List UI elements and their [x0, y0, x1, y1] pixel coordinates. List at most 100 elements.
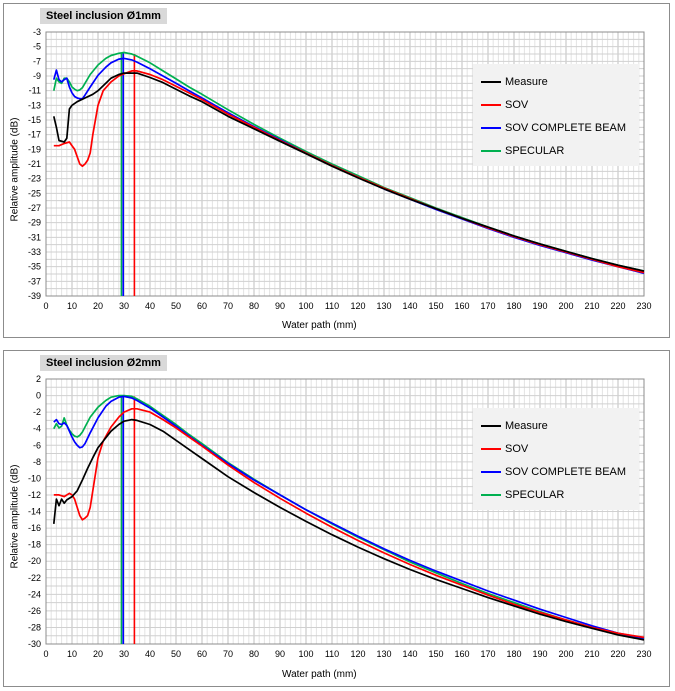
y-tick-label: 0 — [36, 391, 41, 401]
x-tick-label: 130 — [376, 649, 391, 659]
chart-2-legend: Measure SOV SOV COMPLETE BEAM SPECULAR — [473, 408, 639, 510]
y-tick-label: -30 — [28, 639, 41, 649]
chart-1-legend: Measure SOV SOV COMPLETE BEAM SPECULAR — [473, 64, 639, 166]
y-tick-label: -4 — [33, 424, 41, 434]
x-tick-label: 180 — [506, 301, 521, 311]
x-tick-label: 220 — [610, 301, 625, 311]
x-tick-label: 100 — [298, 301, 313, 311]
x-tick-label: 10 — [67, 301, 77, 311]
chart-2-plot: 20-2-4-6-8-10-12-14-16-18-20-22-24-26-28… — [28, 374, 652, 659]
y-tick-label: -31 — [28, 232, 41, 242]
legend-item: SOV — [481, 93, 631, 116]
y-tick-label: -15 — [28, 115, 41, 125]
y-tick-label: -37 — [28, 276, 41, 286]
series-line-sov-complete-beam — [53, 395, 645, 640]
x-tick-label: 0 — [43, 649, 48, 659]
x-tick-label: 150 — [428, 301, 443, 311]
legend-label: SOV COMPLETE BEAM — [505, 465, 627, 478]
x-tick-label: 170 — [480, 301, 495, 311]
x-tick-label: 160 — [454, 649, 469, 659]
chart-1-title: Steel inclusion Ø1mm — [40, 8, 167, 24]
x-tick-label: 110 — [325, 301, 339, 311]
legend-swatch — [481, 424, 501, 427]
chart-panel-2: 2 0 -2 -4 -6 -8 -10 -12 -14 -16 -18 -20 -22 -24 -26 -28… — [3, 350, 670, 687]
legend-swatch — [481, 470, 501, 473]
legend-item: Measure — [481, 70, 631, 93]
y-tick-label: -29 — [28, 218, 41, 228]
x-tick-label: 220 — [610, 649, 625, 659]
y-tick-label: -6 — [33, 440, 41, 450]
legend-swatch — [481, 447, 501, 450]
y-tick-label: -16 — [28, 523, 41, 533]
series-line-measure — [52, 72, 645, 272]
x-tick-label: 20 — [93, 301, 103, 311]
x-tick-label: 230 — [636, 649, 651, 659]
chart-2-y-axis-label: Relative amplitude (dB) — [9, 464, 21, 569]
y-tick-label: -7 — [33, 56, 41, 66]
x-tick-label: 110 — [325, 649, 339, 659]
y-tick-label: -11 — [29, 86, 41, 96]
x-tick-label: 170 — [480, 649, 495, 659]
y-tick-label: -10 — [28, 473, 41, 483]
chart-2-title: Steel inclusion Ø2mm — [40, 355, 167, 371]
legend-label: SOV — [505, 98, 529, 111]
x-tick-label: 20 — [93, 649, 103, 659]
x-tick-label: 60 — [197, 301, 207, 311]
x-tick-label: 130 — [376, 301, 391, 311]
x-tick-label: 100 — [298, 649, 313, 659]
x-tick-label: 70 — [223, 301, 233, 311]
x-tick-label: 10 — [67, 649, 77, 659]
chart-panel-1: -3 -5 -7 -9 -11 -13 -15 -17 -19 -21 -23 -25 -27 -29 -3… — [3, 3, 670, 338]
y-tick-label: -26 — [28, 606, 41, 616]
chart-1-y-axis-label: Relative amplitude (dB) — [9, 117, 21, 222]
y-tick-label: -22 — [28, 573, 41, 583]
x-tick-label: 210 — [584, 649, 599, 659]
x-tick-label: 30 — [119, 649, 129, 659]
chart-2-plot-frame — [45, 378, 645, 645]
x-tick-label: 200 — [558, 649, 573, 659]
legend-label: SOV — [505, 442, 529, 455]
legend-swatch — [481, 103, 501, 106]
x-tick-label: 140 — [402, 301, 417, 311]
legend-swatch — [481, 126, 501, 129]
y-tick-label: -33 — [28, 247, 41, 257]
y-tick-label: -17 — [28, 130, 41, 140]
y-tick-label: -27 — [28, 203, 41, 213]
x-tick-label: 80 — [249, 301, 259, 311]
x-tick-label: 190 — [532, 649, 547, 659]
x-tick-label: 150 — [428, 649, 443, 659]
series-line-specular — [53, 394, 645, 640]
y-tick-label: -3 — [33, 27, 41, 37]
y-tick-label: 2 — [36, 374, 41, 384]
legend-swatch — [481, 493, 501, 496]
chart-1-plot: -3 -5 -7 -9 -11 -13 -15 -17 -19 -21 -23 -25 -27 -29 -3… — [28, 27, 652, 311]
y-tick-label: -28 — [28, 622, 41, 632]
x-tick-label: 40 — [145, 301, 155, 311]
x-tick-label: 200 — [558, 301, 573, 311]
x-tick-label: 70 — [223, 649, 233, 659]
legend-label: Measure — [505, 419, 548, 432]
y-tick-label: -18 — [28, 540, 41, 550]
y-tick-label: -12 — [28, 490, 41, 500]
x-tick-label: 140 — [402, 649, 417, 659]
legend-item: SOV COMPLETE BEAM — [481, 460, 631, 483]
y-tick-label: -13 — [28, 100, 41, 110]
y-tick-label: -24 — [28, 589, 41, 599]
y-tick-label: -5 — [33, 42, 41, 52]
x-tick-label: 50 — [171, 301, 181, 311]
y-tick-label: -20 — [28, 556, 41, 566]
x-tick-label: 30 — [119, 301, 129, 311]
legend-swatch — [481, 149, 501, 152]
legend-item: SPECULAR — [481, 139, 631, 162]
legend-label: SPECULAR — [505, 144, 565, 157]
legend-item: SOV — [481, 437, 631, 460]
y-tick-label: -9 — [33, 71, 41, 81]
x-tick-label: 80 — [249, 649, 259, 659]
x-tick-label: 90 — [275, 649, 285, 659]
x-tick-label: 50 — [171, 649, 181, 659]
y-tick-label: -8 — [33, 457, 41, 467]
series-line-measure — [52, 418, 645, 641]
x-tick-label: 40 — [145, 649, 155, 659]
y-tick-label: -21 — [28, 159, 41, 169]
legend-label: Measure — [505, 75, 548, 88]
